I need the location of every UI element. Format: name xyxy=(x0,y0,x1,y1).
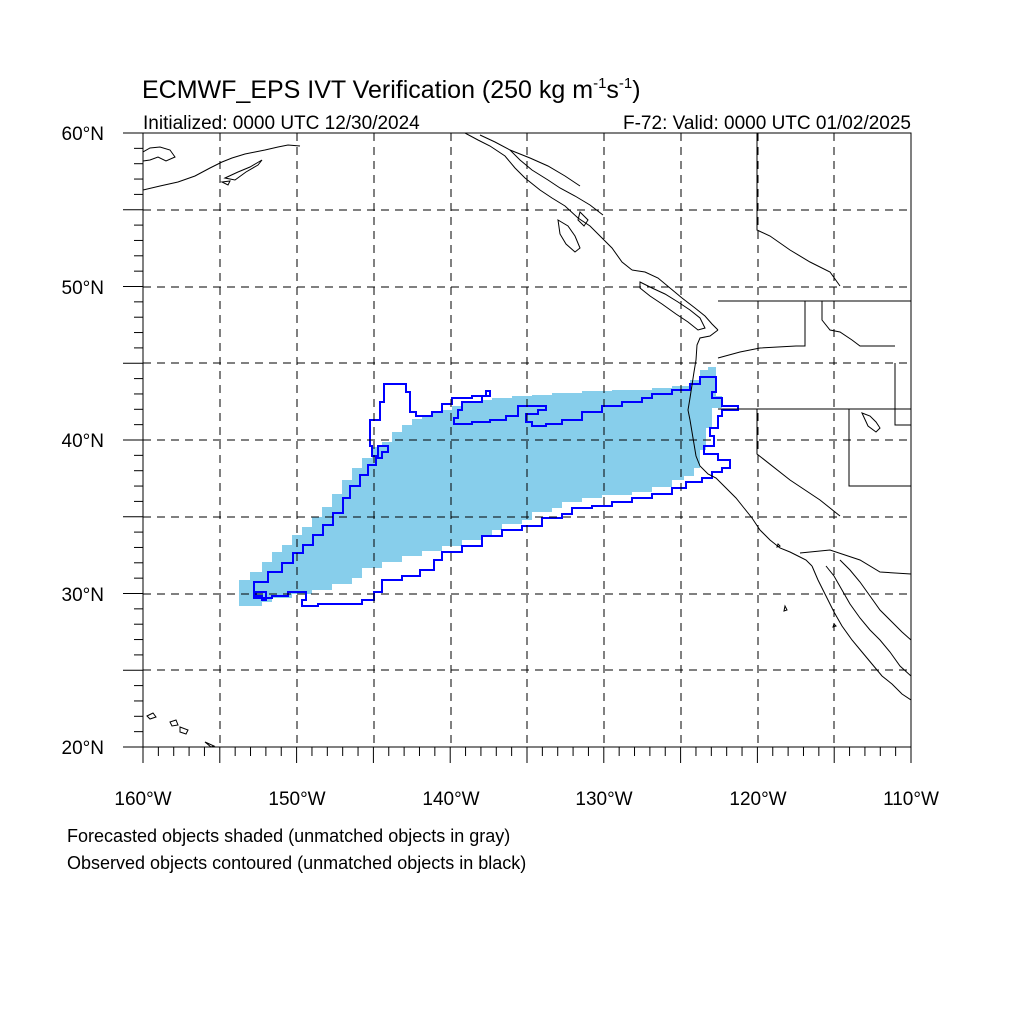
lon-label: 130°W xyxy=(575,789,632,810)
political-boundaries xyxy=(717,133,911,575)
lon-label: 160°W xyxy=(114,789,171,810)
observed-contour-inner-notch xyxy=(255,591,267,601)
lat-label: 50°N xyxy=(62,278,104,299)
lon-label: 140°W xyxy=(422,789,479,810)
lat-lon-grid xyxy=(143,133,911,747)
observed-legend-note: Observed objects contoured (unmatched ob… xyxy=(67,853,526,873)
coastlines xyxy=(143,133,911,747)
lat-label: 30°N xyxy=(62,585,104,606)
map-title: ECMWF_EPS IVT Verification (250 kg m-1s-… xyxy=(142,75,641,104)
lon-label: 120°W xyxy=(729,789,786,810)
lat-labels: 60°N 50°N 40°N 30°N 20°N xyxy=(62,124,104,759)
forecast-legend-note: Forecasted objects shaded (unmatched obj… xyxy=(67,826,510,846)
lat-label: 60°N xyxy=(62,124,104,145)
lon-labels: 160°W 150°W 140°W 130°W 120°W 110°W xyxy=(114,789,939,810)
valid-time-label: F-72: Valid: 0000 UTC 01/02/2025 xyxy=(623,113,911,134)
lon-label: 110°W xyxy=(883,789,939,810)
axis-ticks xyxy=(123,132,912,763)
lon-label: 150°W xyxy=(268,789,325,810)
lat-label: 20°N xyxy=(62,738,104,759)
init-time-label: Initialized: 0000 UTC 12/30/2024 xyxy=(143,113,420,134)
lat-label: 40°N xyxy=(62,431,104,452)
forecast-ivt-object xyxy=(239,367,722,606)
observed-ivt-contour xyxy=(253,376,739,607)
